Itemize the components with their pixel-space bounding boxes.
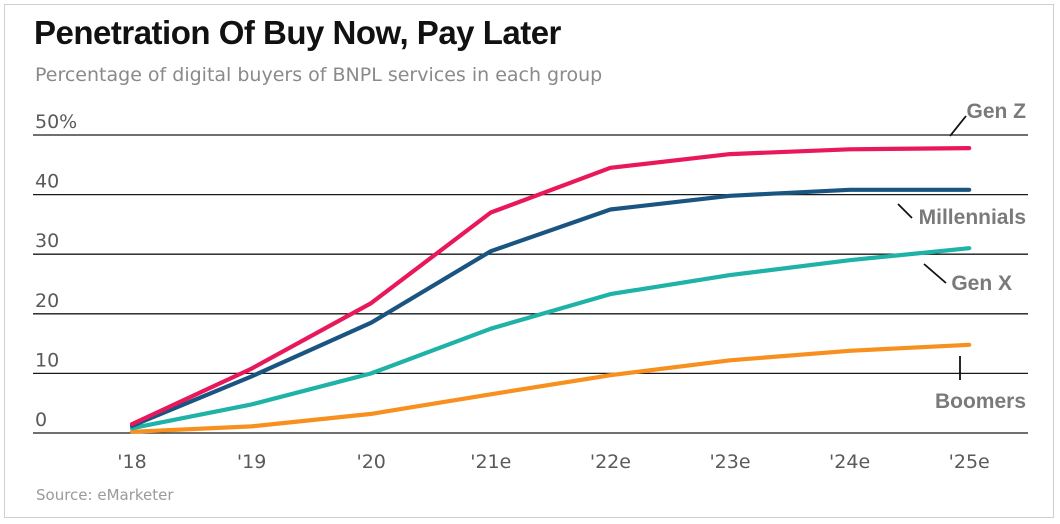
y-tick-label: 10: [35, 349, 59, 371]
chart-frame: [4, 4, 1054, 518]
series-label-gen-x: Gen X: [951, 272, 1012, 295]
y-tick-label: 20: [35, 290, 59, 312]
series-line-gen-x: [129, 246, 972, 431]
series-labels: Gen Z Millennials Gen X Boomers: [897, 100, 1026, 413]
y-tick-label: 0: [35, 409, 47, 431]
x-tick-label: '22e: [590, 451, 631, 473]
x-tick-label: '21e: [470, 451, 511, 473]
series-lines: [129, 146, 972, 434]
y-tick-label: 40: [35, 171, 59, 193]
series-label-boomers: Boomers: [935, 390, 1026, 413]
series-line-boomers: [129, 342, 972, 434]
leader-line-gen-z: [949, 115, 967, 137]
y-axis-ticks: 0 10 20 30 40 50%: [35, 111, 77, 431]
grid-lines: [33, 134, 1028, 434]
series-label-millennials: Millennials: [919, 206, 1026, 229]
series-line-millennials: [129, 187, 972, 428]
series-line-gen-z: [129, 146, 972, 427]
leader-line-gen-x: [923, 263, 947, 284]
leader-line-millennials: [897, 203, 913, 219]
chart-title: Penetration Of Buy Now, Pay Later: [34, 14, 561, 51]
series-label-gen-z: Gen Z: [966, 100, 1026, 123]
x-tick-label: '18: [117, 451, 146, 473]
source-note: Source: eMarketer: [36, 486, 174, 504]
x-tick-label: '20: [356, 451, 385, 473]
x-axis-ticks: '18 '19 '20 '21e '22e '23e '24e '25e: [117, 451, 989, 473]
y-tick-label: 30: [35, 230, 59, 252]
x-tick-label: '19: [237, 451, 266, 473]
x-tick-label: '23e: [709, 451, 750, 473]
chart-subtitle: Percentage of digital buyers of BNPL ser…: [35, 64, 603, 86]
x-tick-label: '25e: [949, 451, 990, 473]
x-tick-label: '24e: [829, 451, 870, 473]
y-tick-label: 50%: [35, 111, 77, 133]
